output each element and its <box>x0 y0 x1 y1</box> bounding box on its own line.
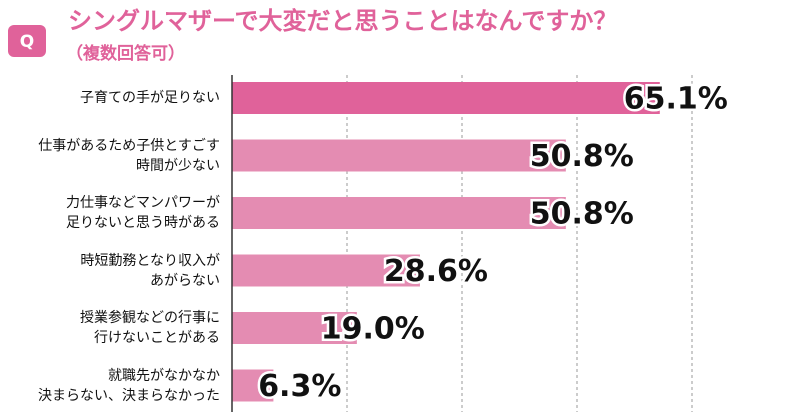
bar <box>232 82 660 114</box>
category-label: 就職先がなかなか 決まらない、決まらなかった <box>38 367 220 404</box>
value-label: 19.0% <box>321 312 425 347</box>
bar <box>232 254 420 287</box>
badge: Q <box>20 32 34 52</box>
value-label: 65.1% <box>624 82 728 117</box>
badge-bg <box>8 25 46 57</box>
value-label: 28.6% <box>384 254 488 289</box>
value-label: 6.3% <box>258 369 341 404</box>
category-label: 時短勤務となり収入が あがらない <box>80 252 220 289</box>
category-label: 力仕事などマンパワーが 足りないと思う時がある <box>66 195 220 231</box>
category-label: 授業参観などの行事に 行けないことがある <box>80 310 220 346</box>
chart-title: シングルマザーで大変だと思うことはなんですか？ <box>68 7 617 35</box>
category-label: 仕事があるため子供とすごす 時間が少ない <box>38 137 220 174</box>
category-label: 子育ての手が足りない <box>80 90 220 106</box>
value-label: 50.8% <box>530 139 634 174</box>
bar <box>232 139 566 172</box>
chart-subtitle: （複数回答可） <box>66 43 185 64</box>
bar <box>232 312 357 344</box>
bar <box>232 369 274 402</box>
value-label: 50.8% <box>530 197 634 232</box>
bar <box>232 197 566 229</box>
